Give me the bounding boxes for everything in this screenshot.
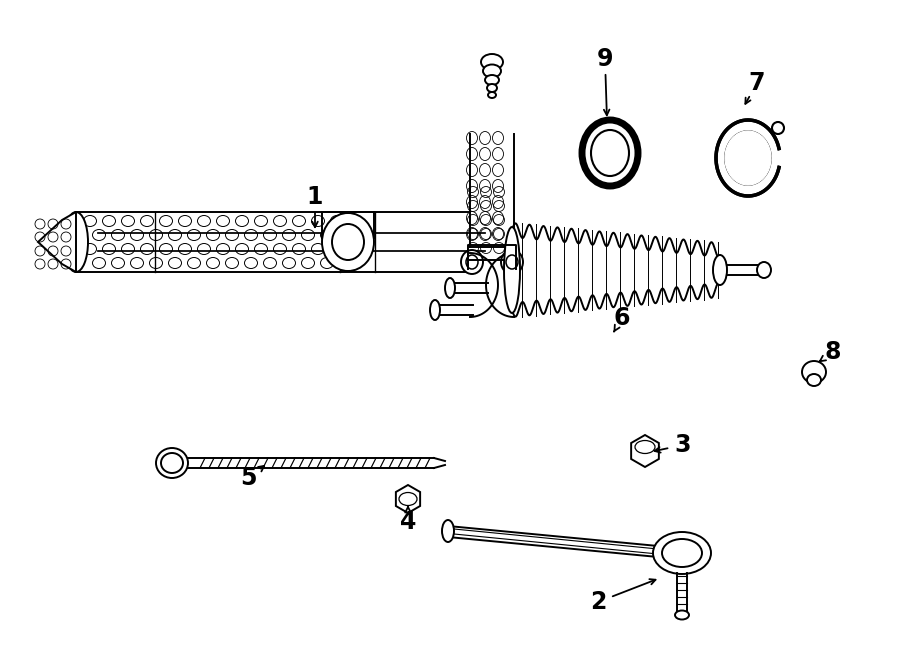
Text: 2: 2 xyxy=(590,590,607,614)
Ellipse shape xyxy=(591,130,629,176)
Ellipse shape xyxy=(445,278,455,298)
Ellipse shape xyxy=(757,262,771,278)
Ellipse shape xyxy=(156,448,188,478)
Ellipse shape xyxy=(64,212,88,272)
Ellipse shape xyxy=(487,84,497,92)
Ellipse shape xyxy=(485,75,499,85)
Ellipse shape xyxy=(635,440,655,453)
Ellipse shape xyxy=(442,520,454,542)
Text: 6: 6 xyxy=(614,306,630,330)
Ellipse shape xyxy=(713,255,727,285)
Text: 7: 7 xyxy=(749,71,765,95)
Ellipse shape xyxy=(483,65,501,77)
Ellipse shape xyxy=(488,92,496,98)
Ellipse shape xyxy=(807,374,821,386)
Polygon shape xyxy=(396,485,420,513)
Polygon shape xyxy=(631,435,659,467)
Ellipse shape xyxy=(322,213,374,271)
Ellipse shape xyxy=(772,122,784,134)
Ellipse shape xyxy=(430,300,440,320)
Text: 9: 9 xyxy=(597,47,613,71)
Text: 1: 1 xyxy=(307,185,323,209)
Ellipse shape xyxy=(461,250,483,274)
Ellipse shape xyxy=(504,227,520,313)
Ellipse shape xyxy=(725,131,771,185)
Text: 4: 4 xyxy=(400,510,416,534)
Ellipse shape xyxy=(501,250,523,274)
Text: 5: 5 xyxy=(239,466,256,490)
Text: 3: 3 xyxy=(675,433,691,457)
Ellipse shape xyxy=(481,54,503,70)
Ellipse shape xyxy=(505,241,519,265)
Ellipse shape xyxy=(582,120,638,186)
Text: 8: 8 xyxy=(824,340,842,364)
Ellipse shape xyxy=(675,611,689,619)
Polygon shape xyxy=(38,212,76,272)
Ellipse shape xyxy=(653,532,711,574)
Ellipse shape xyxy=(802,361,826,383)
